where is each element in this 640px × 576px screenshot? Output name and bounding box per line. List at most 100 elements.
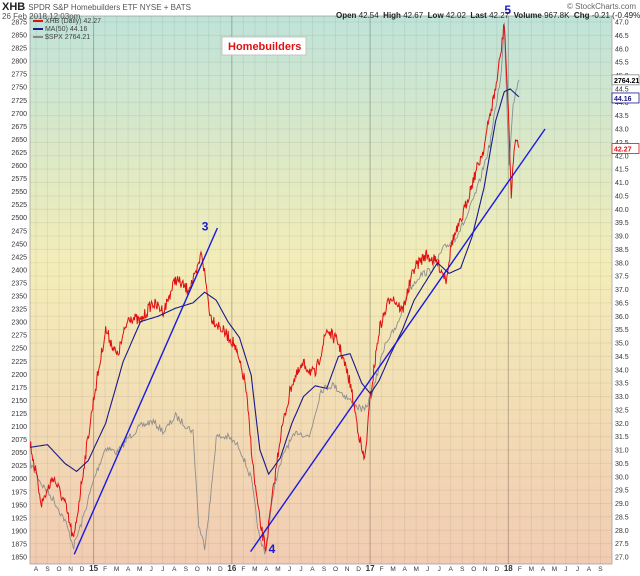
right-tick-label: 34.5 (615, 354, 629, 361)
x-tick-label: S (45, 566, 50, 573)
x-tick-label: A (402, 566, 407, 573)
x-tick-label: D (356, 566, 361, 573)
xhb-series-line (30, 24, 520, 552)
left-tick-label: 2575 (11, 176, 27, 183)
x-tick-label: 17 (366, 564, 375, 573)
tag-xhb-box (611, 143, 640, 154)
left-tick-label: 2725 (11, 98, 27, 105)
wave-label: 4 (269, 542, 276, 556)
right-tick-label: 37.5 (615, 274, 629, 281)
tag-ma50-text: 44.16 (614, 96, 632, 103)
x-tick-label: S (184, 566, 189, 573)
left-tick-label: 1925 (11, 515, 27, 522)
left-tick-label: 2125 (11, 411, 27, 418)
right-tick-label: 32.0 (615, 421, 629, 428)
left-tick-label: 1975 (11, 489, 27, 496)
right-tick-label: 34.0 (615, 367, 629, 374)
left-tick-label: 2525 (11, 202, 27, 209)
x-tick-label: 18 (504, 564, 513, 573)
x-tick-label: N (345, 566, 350, 573)
x-tick-label: J (150, 566, 153, 573)
right-tick-label: 43.5 (615, 113, 629, 120)
left-tick-label: 1850 (11, 555, 27, 562)
right-tick-label: 30.0 (615, 474, 629, 481)
left-tick-label: 2675 (11, 124, 27, 131)
brand: © StockCharts.com (566, 2, 636, 11)
x-tick-label: D (80, 566, 85, 573)
x-tick-label: A (264, 566, 269, 573)
right-tick-label: 29.5 (615, 488, 629, 495)
x-tick-label: A (541, 566, 546, 573)
right-tick-label: 37.0 (615, 287, 629, 294)
right-tick-label: 32.5 (615, 407, 629, 414)
trendline (250, 128, 546, 553)
left-tick-label: 2175 (11, 385, 27, 392)
x-tick-label: O (333, 566, 338, 573)
x-tick-label: J (299, 566, 302, 573)
title-box-text: Homebuilders (228, 41, 301, 53)
trendlines (73, 128, 546, 555)
quote-date: 26 Feb 2018 12:03pm (2, 12, 81, 21)
quote-last: Last 42.27 (470, 11, 510, 20)
wave-label: 3 (202, 220, 209, 234)
x-tick-label: M (529, 566, 534, 573)
right-tick-label: 41.5 (615, 167, 629, 174)
last-value-tags: 2764.21 44.16 42.27 (611, 74, 640, 154)
tag-xhb-text: 42.27 (614, 147, 632, 154)
left-tick-label: 2400 (11, 267, 27, 274)
right-tick-label: 36.5 (615, 300, 629, 307)
right-tick-label: 36.0 (615, 314, 629, 321)
right-tick-label: 40.0 (615, 207, 629, 214)
left-tick-label: 2375 (11, 280, 27, 287)
left-tick-label: 2775 (11, 72, 27, 79)
x-tick-label: N (483, 566, 488, 573)
x-axis: A S O N D 15 F M A M J J A S O N D 16 F M A M J J A S O N D 17 F M A M J J A… (34, 564, 603, 573)
left-tick-label: 2500 (11, 215, 27, 222)
right-tick-label: 27.0 (615, 555, 629, 562)
quote-high: High 42.67 (383, 11, 424, 20)
right-tick-label: 44.5 (615, 86, 629, 93)
tag-ma50: 44.16 (611, 92, 640, 104)
left-tick-label: 2425 (11, 254, 27, 261)
left-tick-label: 2800 (11, 59, 27, 66)
x-tick-label: O (195, 566, 200, 573)
legend: XHB (Daily) 42.27 MA(50) 44.16 $SPX 2764… (33, 18, 101, 42)
x-tick-label: J (426, 566, 429, 573)
x-tick-label: A (310, 566, 315, 573)
left-tick-label: 2550 (11, 189, 27, 196)
grid-lines (30, 16, 612, 564)
right-tick-label: 42.0 (615, 153, 629, 160)
x-tick-label: J (564, 566, 567, 573)
x-tick-label: D (218, 566, 223, 573)
x-tick-label: M (552, 566, 557, 573)
x-tick-label: O (471, 566, 476, 573)
legend-ma50: MA(50) 44.16 (33, 26, 101, 34)
right-tick-label: 43.0 (615, 127, 629, 134)
right-tick-label: 28.5 (615, 514, 629, 521)
left-tick-label: 1950 (11, 502, 27, 509)
right-tick-label: 35.5 (615, 327, 629, 334)
symbol: XHB (2, 1, 26, 13)
tag-xhb: 42.27 (611, 143, 640, 154)
x-tick-label: J (438, 566, 441, 573)
right-tick-label: 39.0 (615, 234, 629, 241)
left-tick-label: 2200 (11, 372, 27, 379)
left-tick-label: 2075 (11, 437, 27, 444)
x-tick-label: S (598, 566, 603, 573)
x-tick-label: D (494, 566, 499, 573)
x-tick-label: O (57, 566, 62, 573)
x-tick-label: N (68, 566, 73, 573)
wave-labels: 3 4 5 (202, 3, 512, 556)
x-tick-label: S (460, 566, 465, 573)
right-tick-label: 39.5 (615, 220, 629, 227)
quote-chg: Chg -0.21 (-0.49%) (573, 11, 640, 20)
tag-ma50-box (611, 92, 640, 104)
quote-low: Low 42.02 (427, 11, 466, 20)
left-tick-label: 2875 (11, 20, 27, 27)
tag-spx: 2764.21 (611, 74, 639, 86)
right-tick-label: 33.0 (615, 394, 629, 401)
x-tick-label: 15 (89, 564, 98, 573)
right-tick-label: 38.5 (615, 247, 629, 254)
left-tick-label: 2850 (11, 33, 27, 40)
right-tick-label: 45.5 (615, 60, 629, 67)
